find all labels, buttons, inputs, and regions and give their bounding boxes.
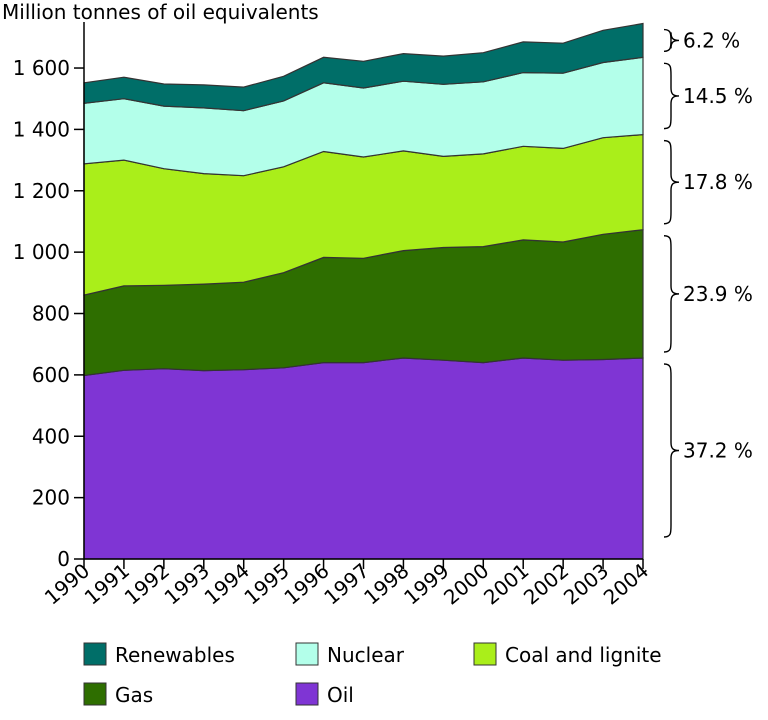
share-brace-coal-and-lignite xyxy=(663,139,680,225)
x-tick-label: 2003 xyxy=(559,558,613,609)
share-brace-renewables xyxy=(663,28,680,52)
series-area-renewables xyxy=(83,22,644,112)
y-tick-label: 600 xyxy=(32,363,70,387)
x-tick-label: 2004 xyxy=(599,558,653,609)
x-tick-label: 1994 xyxy=(200,558,254,609)
x-tick-label: 1993 xyxy=(160,558,214,609)
legend-swatch xyxy=(83,642,107,666)
share-label-renewables: 6.2 % xyxy=(683,28,740,52)
y-axis-label: Million tonnes of oil equivalents xyxy=(2,0,319,24)
y-tick-label: 800 xyxy=(32,302,70,326)
legend-label: Nuclear xyxy=(327,643,405,667)
y-tick-label: 0 xyxy=(57,547,70,571)
legend-item-gas: Gas xyxy=(83,682,153,707)
x-tick-label: 2001 xyxy=(479,558,533,609)
legend-label: Coal and lignite xyxy=(505,643,662,667)
x-tick-label: 1997 xyxy=(319,558,373,609)
legend-swatch xyxy=(473,642,497,666)
y-tick-label: 1 200 xyxy=(13,179,70,203)
x-tick-label: 1991 xyxy=(80,558,134,609)
labels-layer: Million tonnes of oil equivalents 6.2 % 14… xyxy=(2,0,753,538)
x-tick-label: 1992 xyxy=(120,558,174,609)
x-tick-label: 1998 xyxy=(359,558,413,609)
legend-item-oil: Oil xyxy=(295,682,354,707)
share-brace-nuclear xyxy=(663,62,680,130)
y-tick-label: 200 xyxy=(32,486,70,510)
legend-swatch xyxy=(295,642,319,666)
legend: Renewables Nuclear Coal and lignite Gas Oil xyxy=(83,642,662,707)
share-label-gas: 23.9 % xyxy=(683,282,753,306)
y-tick-label: 1 000 xyxy=(13,240,70,264)
y-tick-label: 400 xyxy=(32,424,70,448)
legend-item-coal-and-lignite: Coal and lignite xyxy=(473,642,662,667)
legend-item-nuclear: Nuclear xyxy=(295,642,405,667)
legend-swatch xyxy=(295,682,319,706)
y-tick-label: 1 400 xyxy=(13,117,70,141)
legend-label: Gas xyxy=(115,683,153,707)
legend-item-renewables: Renewables xyxy=(83,642,235,667)
share-brace-oil xyxy=(663,363,680,538)
share-label-coal-and-lignite: 17.8 % xyxy=(683,170,753,194)
share-label-nuclear: 14.5 % xyxy=(683,84,753,108)
areas-layer xyxy=(83,22,644,560)
y-tick-label: 1 600 xyxy=(13,56,70,80)
x-tick-label: 2002 xyxy=(519,558,573,609)
x-tick-label: 1995 xyxy=(239,558,293,609)
legend-label: Renewables xyxy=(115,643,235,667)
share-label-oil: 37.2 % xyxy=(683,439,753,463)
share-brace-gas xyxy=(663,235,680,353)
legend-label: Oil xyxy=(327,683,354,707)
x-tick-label: 1999 xyxy=(399,558,453,609)
x-tick-label: 2000 xyxy=(439,558,493,609)
legend-swatch xyxy=(83,682,107,706)
x-tick-label: 1996 xyxy=(279,558,333,609)
series-area-oil xyxy=(83,357,644,560)
